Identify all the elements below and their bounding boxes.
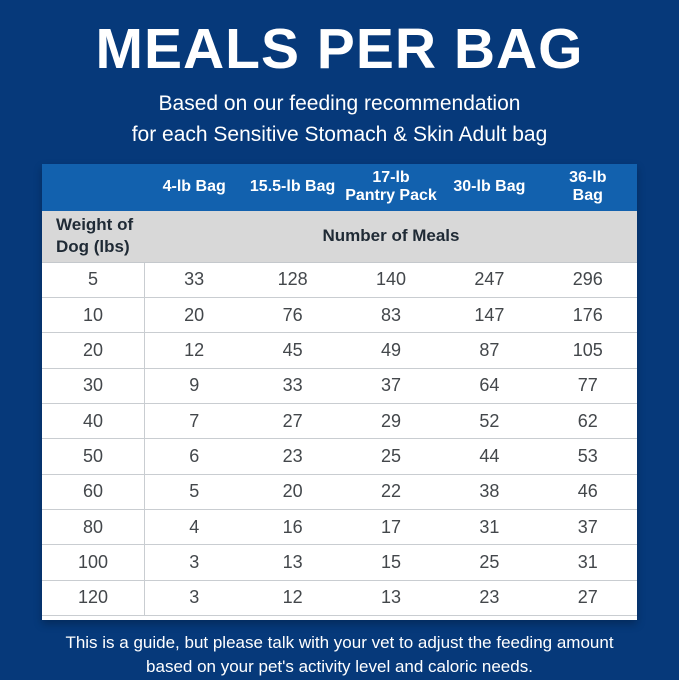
meals-cell: 20: [282, 481, 303, 502]
meals-cell: 247: [474, 269, 505, 290]
footer-note: This is a guide, but please talk with yo…: [65, 631, 613, 680]
footer-line-2: based on your pet's activity level and c…: [146, 657, 533, 677]
meals-cell: 62: [577, 410, 598, 431]
meals-cell: 37: [380, 375, 401, 396]
number-of-meals-label: Number of Meals: [322, 226, 460, 246]
meals-cell: 6: [189, 445, 200, 466]
meals-cell: 23: [479, 587, 500, 608]
meals-cell: 64: [479, 375, 500, 396]
page-subtitle: Based on our feeding recommendation for …: [132, 88, 548, 151]
meals-cell: 22: [380, 481, 401, 502]
header-cell-4lb-bag: 4-lb Bag: [162, 178, 226, 196]
weight-cell: 40: [42, 404, 145, 439]
meals-cell: 3: [189, 551, 200, 572]
meals-table: 4-lb Bag 15.5-lb Bag 17-lb Pantry Pack 3…: [42, 163, 637, 620]
meals-cell: 27: [282, 410, 303, 431]
meals-cell: 46: [577, 481, 598, 502]
header-cell-17lb-pantry-pack: 17-lb Pantry Pack: [345, 168, 437, 205]
meals-cell: 52: [479, 410, 500, 431]
meals-cell: 33: [282, 375, 303, 396]
meals-cell: 87: [479, 340, 500, 361]
table-row: 50 6 23 25 44 53: [42, 439, 637, 475]
meals-cell: 45: [282, 340, 303, 361]
meals-cell: 49: [380, 340, 401, 361]
table-header-row: 4-lb Bag 15.5-lb Bag 17-lb Pantry Pack 3…: [42, 163, 637, 211]
subtitle-line-1: Based on our feeding recommendation: [158, 91, 521, 115]
meals-cell: 147: [474, 304, 505, 325]
meals-cell: 25: [380, 445, 401, 466]
header-cell-36lb-bag: 36-lb Bag: [569, 168, 607, 205]
meals-cell: 77: [577, 375, 598, 396]
weight-cell: 10: [42, 298, 145, 333]
weight-cell: 100: [42, 545, 145, 580]
weight-cell: 50: [42, 439, 145, 474]
meals-cell: 296: [572, 269, 603, 290]
meals-cell: 16: [282, 516, 303, 537]
meals-cell: 12: [184, 340, 205, 361]
meals-cell: 33: [184, 269, 205, 290]
table-row: 60 5 20 22 38 46: [42, 474, 637, 510]
meals-cell: 20: [184, 304, 205, 325]
weight-cell: 30: [42, 368, 145, 404]
table-row: 10 20 76 83 147 176: [42, 298, 637, 334]
table-row: 100 3 13 15 25 31: [42, 545, 637, 581]
weight-cell: 60: [42, 474, 145, 509]
meals-cell: 7: [189, 410, 200, 431]
meals-cell: 23: [282, 445, 303, 466]
meals-cell: 176: [572, 304, 603, 325]
subtitle-line-2: for each Sensitive Stomach & Skin Adult …: [131, 123, 548, 147]
meals-cell: 105: [572, 340, 603, 361]
page-title: MEALS PER BAG: [95, 17, 584, 81]
header-cell-30lb-bag: 30-lb Bag: [453, 178, 526, 196]
meals-cell: 37: [577, 516, 598, 537]
meals-cell: 53: [577, 445, 598, 466]
table-row: 20 12 45 49 87 105: [42, 333, 637, 369]
header-cell-empty: [42, 164, 145, 211]
meals-cell: 31: [577, 551, 598, 572]
header-cell-15-5lb-bag: 15.5-lb Bag: [249, 178, 336, 196]
table-row: 120 3 12 13 23 27: [42, 580, 637, 616]
meals-cell: 44: [479, 445, 500, 466]
meals-cell: 4: [189, 516, 200, 537]
weight-cell: 120: [42, 580, 145, 615]
meals-cell: 15: [380, 551, 401, 572]
table-row: 5 33 128 140 247 296: [42, 262, 637, 299]
weight-cell: 80: [42, 509, 145, 545]
meals-cell: 25: [479, 551, 500, 572]
meals-cell: 5: [189, 481, 200, 502]
meals-cell: 128: [277, 269, 308, 290]
table-row: 30 9 33 37 64 77: [42, 368, 637, 405]
meals-cell: 31: [479, 516, 500, 537]
meals-cell: 13: [282, 551, 303, 572]
meals-cell: 83: [380, 304, 401, 325]
weight-of-dog-label: Weight of Dog (lbs): [56, 215, 134, 257]
weight-cell: 20: [42, 333, 145, 368]
table-subheader-row: Weight of Dog (lbs) Number of Meals: [42, 210, 637, 263]
table-row: 40 7 27 29 52 62: [42, 404, 637, 440]
meals-cell: 38: [479, 481, 500, 502]
weight-cell: 5: [42, 262, 145, 298]
meals-cell: 17: [380, 516, 401, 537]
footer-line-1: This is a guide, but please talk with yo…: [65, 632, 614, 652]
meals-cell: 76: [282, 304, 303, 325]
table-body: 5 33 128 140 247 296 10 20 76 83 147 176 20 12 45 49 87 1…: [42, 262, 637, 616]
meals-cell: 27: [577, 587, 598, 608]
meals-cell: 140: [375, 269, 407, 290]
meals-cell: 12: [282, 587, 303, 608]
meals-cell: 13: [380, 587, 401, 608]
table-row: 80 4 16 17 31 37: [42, 509, 637, 546]
meals-cell: 29: [380, 410, 401, 431]
meals-cell: 3: [189, 587, 200, 608]
meals-cell: 9: [189, 375, 200, 396]
